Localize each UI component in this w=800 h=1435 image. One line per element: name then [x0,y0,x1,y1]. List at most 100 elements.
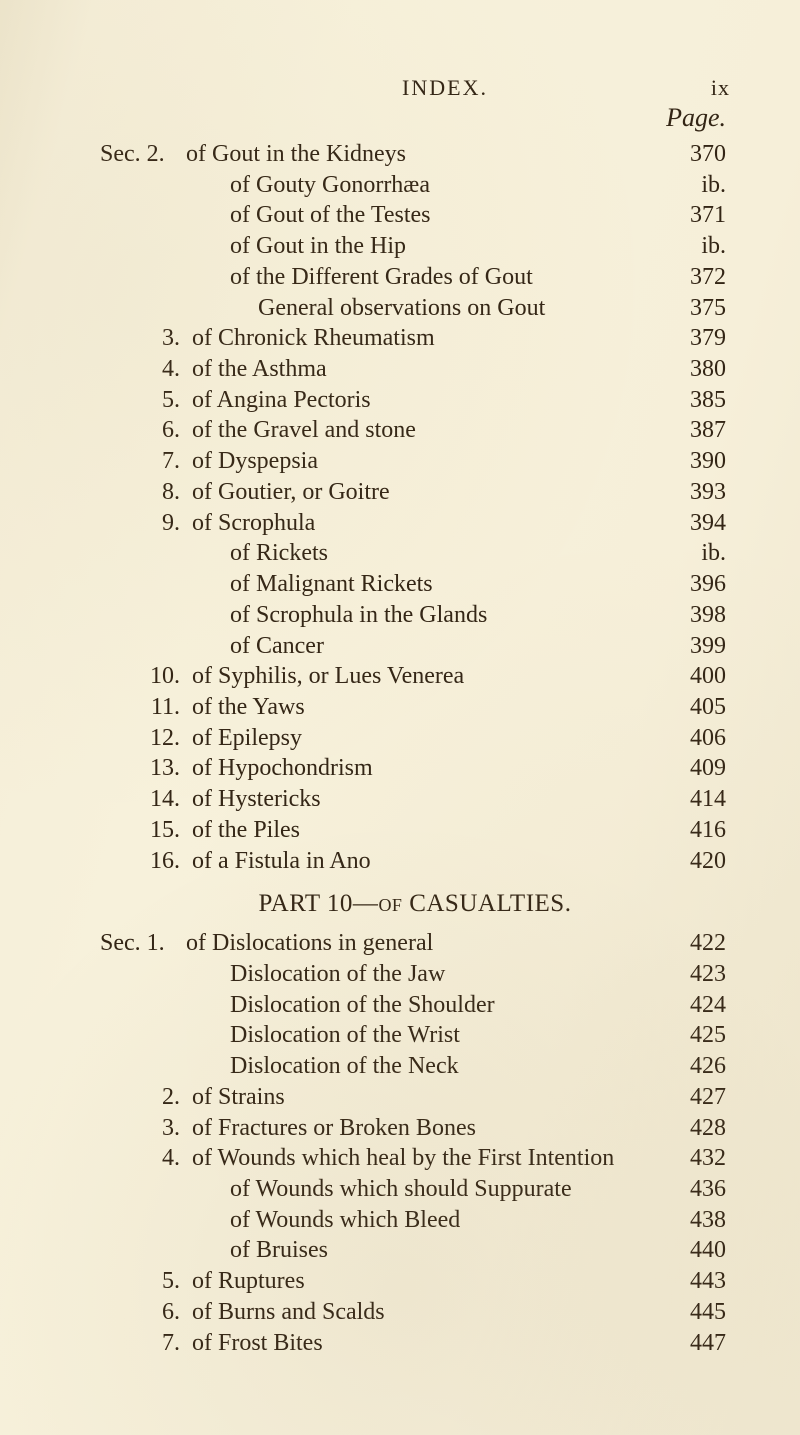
index-entry-title: of Fractures or Broken Bones [186,1115,476,1141]
index-entry-prefix: 13. [146,753,186,784]
index-entry-title: Dislocation of the Neck [224,1053,459,1079]
index-entry-text: 15. of the Piles [100,815,666,846]
page-column-label: Page. [100,103,730,133]
index-entry-prefix: 16. [146,846,186,877]
index-entry-prefix: 4. [146,354,186,385]
index-entry: 5. of Ruptures443 [100,1266,730,1297]
index-entry-page: 416 [666,815,730,846]
index-entry-page: 436 [666,1174,730,1205]
index-entry-text: 13. of Hypochondrism [100,753,666,784]
index-entry: 15. of the Piles416 [100,815,730,846]
index-entry: Dislocation of the Jaw 423 [100,959,730,990]
index-entry-page: ib. [666,170,730,201]
index-entry-prefix: 3. [146,323,186,354]
index-entry: 10. of Syphilis, or Lues Venerea400 [100,661,730,692]
index-entry: of Cancer399 [100,631,730,662]
index-entry-title: of Bruises [224,1237,328,1263]
index-entry-title: of Frost Bites [186,1330,323,1356]
index-entry: of Wounds which Bleed438 [100,1205,730,1236]
index-entry-prefix: 15. [146,815,186,846]
index-entry-page: 372 [666,262,730,293]
index-entry-title: of Hypochondrism [186,755,373,781]
index-entry-page: 425 [666,1020,730,1051]
index-entry-text: Dislocation of the Shoulder [100,990,666,1021]
index-entry-page: 428 [666,1113,730,1144]
index-entry-title: of Epilepsy [186,725,302,751]
index-entry: 4. of Wounds which heal by the First Int… [100,1143,730,1174]
index-entry-page: 396 [666,569,730,600]
index-entry-page: 398 [666,600,730,631]
index-entry-title: of the Yaws [186,694,305,720]
index-entry-text: of Cancer [100,631,666,662]
part-title-of: of [378,890,402,917]
index-entry-text: 8. of Goutier, or Goitre [100,477,666,508]
index-entry: 9. of Scrophula394 [100,508,730,539]
index-entry-page: 424 [666,990,730,1021]
index-entry: Dislocation of the Wrist425 [100,1020,730,1051]
index-entry-title: of Chronick Rheumatism [186,325,435,351]
index-entry-title: of Gout in the Kidneys [180,141,406,167]
index-entry: 16. of a Fistula in Ano420 [100,846,730,877]
index-entry: 14. of Hystericks414 [100,784,730,815]
index-entry-page: 443 [666,1266,730,1297]
index-entry-title: of Gouty Gonorrhæa [224,172,430,198]
index-entry: of Ricketsib. [100,538,730,569]
index-entry-text: 5. of Ruptures [100,1266,666,1297]
index-entry: 3. of Fractures or Broken Bones 428 [100,1113,730,1144]
index-entry-prefix: 8. [146,477,186,508]
index-entry-prefix: 6. [146,415,186,446]
index-entry-page: 371 [666,200,730,231]
index-entry-page: 393 [666,477,730,508]
index-entry-page: 399 [666,631,730,662]
index-entry: 4. of the Asthma 380 [100,354,730,385]
index-part-10-entries: Sec. 1. of Dislocations in general422 Di… [100,928,730,1358]
index-entry-title: of Dyspepsia [186,448,318,474]
index-entry-text: Sec. 2. of Gout in the Kidneys [100,139,666,170]
index-entry: General observations on Gout375 [100,293,730,324]
index-entry: Sec. 2. of Gout in the Kidneys370 [100,139,730,170]
index-entry-title: of Hystericks [186,786,321,812]
index-entry: 7. of Dyspepsia390 [100,446,730,477]
index-entry-title: of Wounds which heal by the First Intent… [186,1145,614,1171]
index-entry-text: 2. of Strains [100,1082,666,1113]
index-entry-title: of Goutier, or Goitre [186,479,390,505]
index-entry-prefix: 3. [146,1113,186,1144]
index-entry-page: 423 [666,959,730,990]
part-title-prefix: PART 10— [259,890,379,917]
index-entry-text: 7. of Dyspepsia [100,446,666,477]
index-entry-title: of Wounds which should Suppurate [224,1176,572,1202]
index-entry: 3. of Chronick Rheumatism379 [100,323,730,354]
roman-page-number: ix [670,75,730,101]
index-entry-text: 3. of Chronick Rheumatism [100,323,666,354]
index-entry-text: 12. of Epilepsy [100,723,666,754]
index-entry: 11. of the Yaws405 [100,692,730,723]
index-entry: of Gout in the Hipib. [100,231,730,262]
index-entry-prefix: 7. [146,446,186,477]
index-entry-page: 427 [666,1082,730,1113]
index-entry: 8. of Goutier, or Goitre393 [100,477,730,508]
index-entry: 13. of Hypochondrism409 [100,753,730,784]
index-entry-page: 440 [666,1235,730,1266]
index-entry: 12. of Epilepsy406 [100,723,730,754]
index-entry-text: Dislocation of the Neck [100,1051,666,1082]
index-entry-text: 7. of Frost Bites [100,1328,666,1359]
index-entry-text: General observations on Gout [100,293,666,324]
index-entry-title: of Malignant Rickets [224,571,433,597]
index-entry-text: Sec. 1. of Dislocations in general [100,928,666,959]
index-entry: 2. of Strains427 [100,1082,730,1113]
index-entry-title: of Scrophula in the Glands [224,602,487,628]
index-entry-text: of Gouty Gonorrhæa [100,170,666,201]
index-entry: Dislocation of the Neck426 [100,1051,730,1082]
index-entry-title: Dislocation of the Jaw [224,961,445,987]
index-entry-title: of the Piles [186,817,300,843]
index-entry-text: of Rickets [100,538,666,569]
index-entry-page: 380 [666,354,730,385]
index-entry-prefix: 12. [146,723,186,754]
index-entry-page: 420 [666,846,730,877]
index-entry-title: of Gout of the Testes [224,202,431,228]
index-entry-title: of the Asthma [186,356,327,382]
index-entry-page: 385 [666,385,730,416]
index-entry-text: 11. of the Yaws [100,692,666,723]
index-entry-text: of Bruises [100,1235,666,1266]
index-entry-prefix: 5. [146,385,186,416]
